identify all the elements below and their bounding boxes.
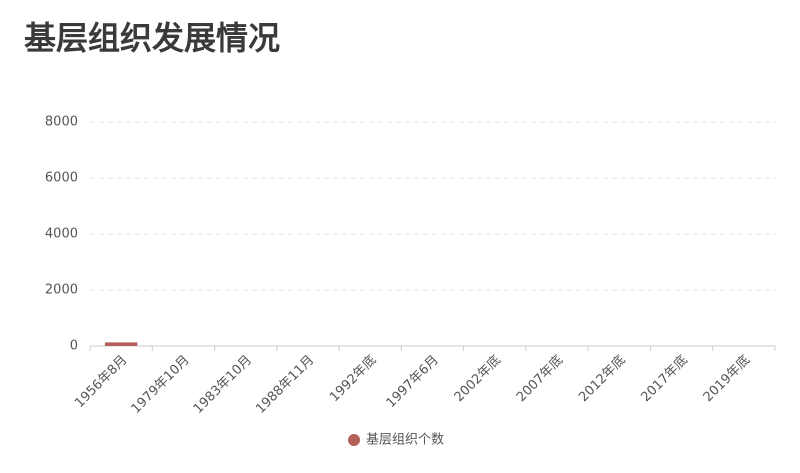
bar[interactable] [104, 342, 138, 346]
x-tick-label: 1997年6月 [384, 353, 442, 411]
x-tick-label: 1983年10月 [191, 353, 255, 417]
legend-marker[interactable] [348, 434, 360, 446]
x-tick-label: 2007年底 [513, 352, 566, 405]
x-tick-label: 1992年底 [326, 352, 379, 405]
x-tick-label: 2002年底 [451, 352, 504, 405]
x-tick-label: 1979年10月 [129, 353, 193, 417]
x-tick-label: 2017年底 [638, 352, 691, 405]
y-tick-label: 8000 [45, 115, 78, 130]
y-tick-label: 2000 [45, 283, 78, 298]
x-tick-label: 1988年11月 [253, 353, 317, 417]
y-tick-label: 4000 [45, 227, 78, 242]
y-tick-label: 6000 [45, 171, 78, 186]
chart-title: 基层组织发展情况 [24, 19, 280, 57]
y-tick-label: 0 [70, 339, 78, 354]
legend-label[interactable]: 基层组织个数 [366, 433, 444, 448]
x-tick-label: 2012年底 [576, 352, 629, 405]
x-tick-label: 1956年8月 [72, 353, 130, 411]
x-tick-label: 2019年底 [700, 352, 753, 405]
